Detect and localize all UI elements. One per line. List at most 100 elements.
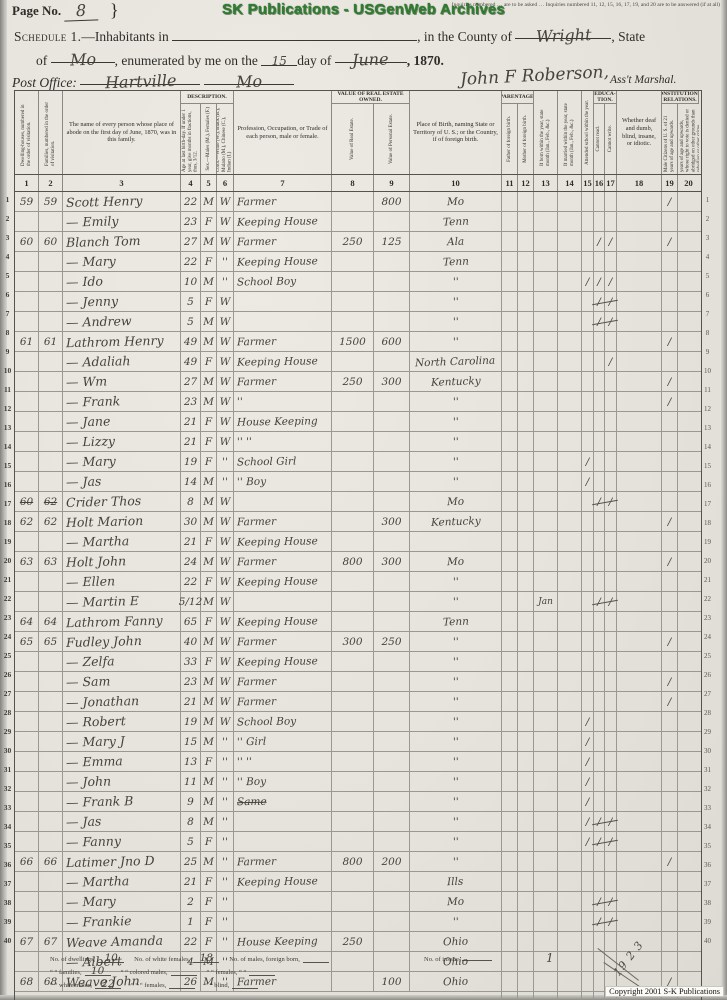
cell-father-foreign [502, 632, 518, 651]
cell-father-foreign [502, 852, 518, 871]
cell-occupation: Keeping House [234, 532, 332, 551]
cell-occupation [234, 892, 332, 911]
cell-sex: F [201, 892, 217, 911]
cell-personal-estate [374, 952, 410, 971]
cell-dwelling-number [15, 572, 39, 591]
cell-birthplace: '' [410, 832, 502, 851]
cell-occupation: Farmer [234, 972, 332, 991]
cell-male-citizen-denied [678, 752, 699, 771]
cell-cannot-write [605, 532, 617, 551]
cell-name: Lathrom Fanny [63, 612, 181, 631]
header-male-citizens-denied: Male Citizens of U. S. of 21 years of ag… [678, 108, 699, 172]
cell-sex: F [201, 532, 217, 551]
cell-dwelling-number: 59 [15, 192, 39, 211]
cell-age: 40 [181, 632, 201, 651]
cell-birthplace: Tenn [410, 212, 502, 231]
cell-male-citizen-denied [678, 512, 699, 531]
cell-real-estate [332, 492, 374, 511]
cell-age: 21 [181, 432, 201, 451]
cell-birthplace: '' [410, 332, 502, 351]
cell-deaf-dumb [617, 772, 662, 791]
cell-deaf-dumb [617, 692, 662, 711]
post-office-line: Post Office: Hartville Mo [12, 71, 294, 92]
cell-cannot-write [605, 252, 617, 271]
cell-dwelling-number [15, 672, 39, 691]
marshal-label: Ass't Marshal. [610, 74, 677, 86]
cell-sex: M [201, 712, 217, 731]
cell-age: 21 [181, 532, 201, 551]
cell-sex: M [201, 692, 217, 711]
cell-age: 25 [181, 852, 201, 871]
cell-male-citizen [662, 472, 678, 491]
cell-sex: M [201, 512, 217, 531]
cell-male-citizen-denied [678, 932, 699, 951]
cell-sex: F [201, 932, 217, 951]
cell-personal-estate [374, 832, 410, 851]
cell-color: W [217, 692, 234, 711]
cell-deaf-dumb [617, 532, 662, 551]
cell-attended-school [582, 192, 594, 211]
cell-name: Fudley John [63, 632, 181, 651]
cell-mother-foreign [518, 292, 534, 311]
cell-male-citizen [662, 212, 678, 231]
cell-birthplace: Mo [410, 192, 502, 211]
cell-age: 8 [181, 492, 201, 511]
cell-personal-estate [374, 612, 410, 631]
cell-family-number [39, 952, 63, 971]
cell-family-number: 66 [39, 852, 63, 871]
cell-cannot-write [605, 512, 617, 531]
cell-father-foreign [502, 892, 518, 911]
cell-male-citizen-denied [678, 432, 699, 451]
group-constitutional: Constitutional Relations. [662, 91, 699, 104]
cell-color: '' [217, 812, 234, 831]
cell-mother-foreign [518, 412, 534, 431]
cell-sex: F [201, 352, 217, 371]
cell-age: 4 [181, 952, 201, 971]
post-office-blank: Hartville [80, 71, 201, 92]
cell-attended-school [582, 592, 594, 611]
cell-father-foreign [502, 932, 518, 951]
table-row: — Martha 21 F W Keeping House [15, 532, 701, 552]
cell-dwelling-number [15, 432, 39, 451]
cell-born-month [534, 272, 558, 291]
cell-sex: M [201, 392, 217, 411]
cell-male-citizen-denied [678, 812, 699, 831]
cell-age: 5 [181, 292, 201, 311]
cell-dwelling-number: 66 [15, 852, 39, 871]
cell-personal-estate [374, 352, 410, 371]
cell-age: 49 [181, 352, 201, 371]
cell-family-number: 62 [39, 512, 63, 531]
cell-dwelling-number [15, 592, 39, 611]
cell-birthplace: Mo [410, 892, 502, 911]
cell-sex: F [201, 752, 217, 771]
cell-dwelling-number [15, 272, 39, 291]
cell-attended-school [582, 252, 594, 271]
cell-color: '' [217, 952, 234, 971]
cell-personal-estate: 250 [374, 632, 410, 651]
cell-occupation: House Keeping [234, 932, 332, 951]
header-personal-estate: Value of Personal Estate. [374, 104, 410, 174]
table-row: — Mary 19 F '' School Girl '' / [15, 452, 701, 472]
cell-attended-school [582, 492, 594, 511]
table-row: 65 65 Fudley John 40 M W Farmer 300 250 … [15, 632, 701, 652]
cell-name: — Jane [63, 412, 181, 431]
cell-deaf-dumb [617, 412, 662, 431]
cell-attended-school [582, 632, 594, 651]
cell-married-month [558, 952, 582, 971]
cell-real-estate [332, 752, 374, 771]
table-row: — Jane 21 F W House Keeping '' [15, 412, 701, 432]
marshal-signature: John F Roberson, [459, 62, 610, 90]
scan-edge-right [721, 0, 727, 1000]
table-row: — Emily 23 F W Keeping House Tenn [15, 212, 701, 232]
cell-family-number: 61 [39, 332, 63, 351]
col-num-11: 11 [502, 175, 518, 191]
cell-mother-foreign [518, 572, 534, 591]
cell-father-foreign [502, 492, 518, 511]
cell-name: — Ido [63, 272, 181, 291]
cell-color: W [217, 572, 234, 591]
cell-dwelling-number [15, 472, 39, 491]
cell-born-month [534, 792, 558, 811]
cell-real-estate [332, 672, 374, 691]
cell-birthplace: '' [410, 312, 502, 331]
cell-family-number [39, 532, 63, 551]
